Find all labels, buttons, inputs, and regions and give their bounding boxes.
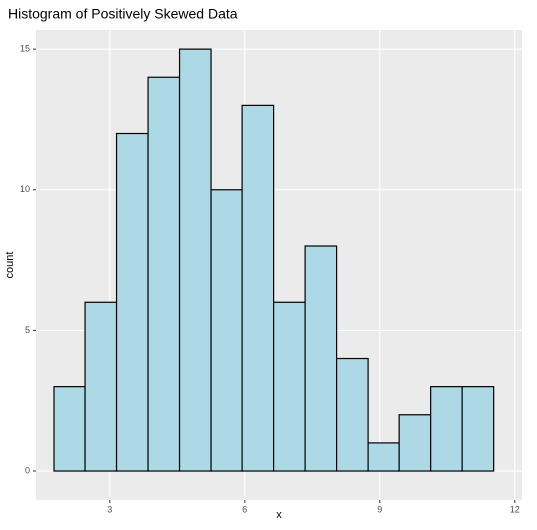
bar (178, 48, 212, 472)
bar (336, 357, 369, 472)
bar (241, 104, 275, 472)
bar (367, 442, 400, 472)
chart-title: Histogram of Positively Skewed Data (8, 6, 238, 22)
bar (84, 301, 118, 472)
y-tick-label: 15 (20, 44, 30, 54)
bar (147, 76, 181, 472)
bar (398, 414, 432, 472)
bar (53, 386, 86, 472)
bar (461, 386, 495, 472)
x-tick-label: 9 (377, 504, 382, 514)
bar (273, 301, 306, 472)
x-tick-label: 12 (510, 504, 520, 514)
y-tick-label: 5 (25, 325, 30, 335)
y-axis-label: count (4, 252, 16, 279)
bar (430, 386, 463, 472)
x-tick-label: 6 (242, 504, 247, 514)
bar (115, 132, 149, 472)
x-axis-label: x (276, 509, 282, 521)
bar (304, 245, 338, 472)
bar (210, 189, 243, 472)
y-tick-label: 10 (20, 184, 30, 194)
x-tick-label: 3 (107, 504, 112, 514)
y-tick-label: 0 (25, 465, 30, 475)
